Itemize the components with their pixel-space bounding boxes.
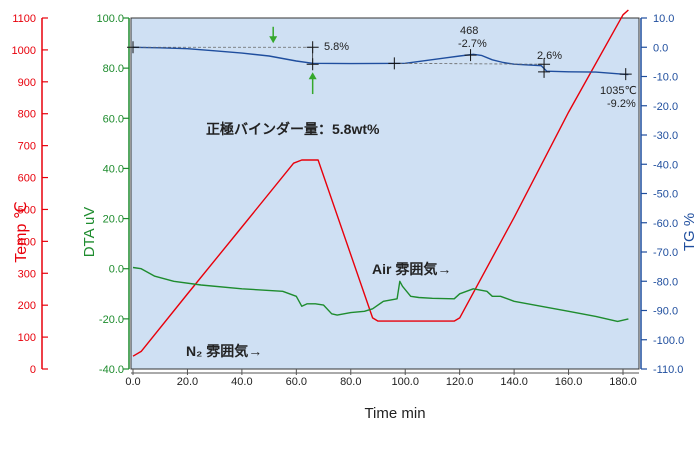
temp-tick-label: 1000 — [12, 45, 36, 57]
dta-tick-label: 80.0 — [103, 63, 124, 75]
peak-tg-label: -2.7% — [458, 38, 487, 50]
tg-tick-label: -60.0 — [653, 218, 678, 230]
x-tick-label: 40.0 — [231, 376, 252, 388]
tg-tick-label: -30.0 — [653, 130, 678, 142]
temp-tick-label: 800 — [18, 109, 36, 121]
x-tick-label: 160.0 — [555, 376, 583, 388]
x-tick-label: 80.0 — [340, 376, 361, 388]
cross-marker — [306, 41, 319, 54]
tg-tick-label: -100.0 — [653, 335, 684, 347]
temp-tick-label: 700 — [18, 141, 36, 153]
second-drop-label: 2.6% — [537, 50, 562, 62]
tg-tick-label: -50.0 — [653, 189, 678, 201]
tg-tick-label: -40.0 — [653, 159, 678, 171]
dta-series-line — [132, 266, 629, 323]
temp-tick-label: 600 — [18, 173, 36, 185]
x-tick-label: 140.0 — [500, 376, 528, 388]
arrow-head — [269, 36, 278, 44]
final-tg-label: -9.2% — [607, 98, 636, 110]
temp-tick-label: 300 — [18, 268, 36, 280]
dta-tick-label: 0.0 — [109, 264, 124, 276]
dta-tick-label: -20.0 — [99, 314, 124, 326]
dta-axis-title: DTA uV — [81, 207, 98, 258]
dta-tick-label: 60.0 — [103, 113, 124, 125]
binder-drop-label: 5.8% — [324, 41, 349, 53]
tg-tick-label: -70.0 — [653, 247, 678, 259]
x-tick-label: 20.0 — [177, 376, 198, 388]
tg-tick-label: -10.0 — [653, 72, 678, 84]
temp-tick-label: 500 — [18, 204, 36, 216]
dta-tick-label: 40.0 — [103, 163, 124, 175]
final-temp-label: 1035℃ — [600, 85, 637, 97]
cross-marker — [388, 57, 401, 70]
temp-axis-title: Temp ℃ — [13, 201, 30, 263]
dta-tick-label: -40.0 — [99, 364, 124, 376]
x-tick-label: 60.0 — [286, 376, 307, 388]
cross-marker — [538, 65, 551, 78]
temp-tick-label: 200 — [18, 300, 36, 312]
tg-tick-label: -20.0 — [653, 101, 678, 113]
arrow-head — [308, 72, 317, 80]
peak-temp-label: 468 — [460, 25, 478, 37]
cross-marker — [464, 49, 477, 62]
dta-tick-label: 100.0 — [96, 13, 124, 25]
tg-tick-label: 0.0 — [653, 42, 668, 54]
air-atmosphere-label: Air 雰囲気→ — [372, 261, 451, 277]
cross-marker — [306, 58, 319, 71]
x-axis-title: Time min — [364, 405, 425, 422]
cross-marker — [127, 41, 139, 54]
binder-amount-label: 正極バインダー量：5.8wt% — [206, 121, 380, 137]
n2-atmosphere-label: N₂ 雰囲気→ — [186, 343, 262, 359]
tg-tick-label: -80.0 — [653, 276, 678, 288]
tg-tick-label: -90.0 — [653, 306, 678, 318]
x-tick-label: 180.0 — [609, 376, 637, 388]
plot-area — [130, 17, 640, 370]
temp-tick-label: 400 — [18, 236, 36, 248]
temp-series-line — [132, 9, 629, 357]
cross-marker — [619, 68, 632, 81]
x-tick-label: 0.0 — [125, 376, 140, 388]
tg-series-line — [132, 46, 629, 76]
temp-tick-label: 100 — [18, 332, 36, 344]
tg-tick-label: 10.0 — [653, 13, 674, 25]
dta-tick-label: 20.0 — [103, 214, 124, 226]
temp-tick-label: 0 — [30, 364, 36, 376]
temp-tick-label: 1100 — [12, 13, 36, 25]
x-tick-label: 120.0 — [446, 376, 474, 388]
tg-axis-title: TG % — [681, 213, 698, 251]
temp-tick-label: 900 — [18, 77, 36, 89]
tg-tick-label: -110.0 — [653, 364, 683, 376]
x-tick-label: 100.0 — [391, 376, 419, 388]
